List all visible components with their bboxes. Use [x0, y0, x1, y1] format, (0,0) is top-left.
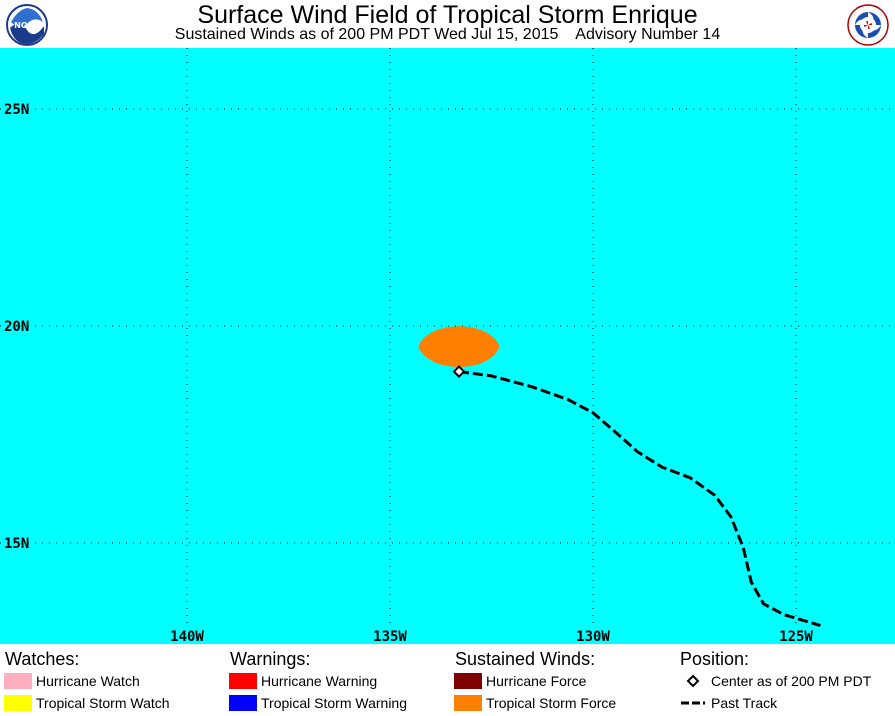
legend-label: Tropical Storm Warning: [261, 695, 408, 711]
lon-label: 135W: [373, 629, 407, 644]
tropical-storm-warning-swatch: [229, 695, 257, 711]
past-track-line: [458, 370, 821, 627]
storm-center-marker: [452, 365, 466, 378]
past-track-line-icon: [681, 701, 705, 705]
legend-label: Hurricane Force: [486, 673, 587, 689]
legend-label: Past Track: [711, 695, 778, 711]
legend-warnings: Warnings: Hurricane Warning Tropical Sto…: [225, 648, 450, 711]
page-title: Surface Wind Field of Tropical Storm Enr…: [197, 1, 698, 29]
page-subtitle: Sustained Winds as of 200 PM PDT Wed Jul…: [174, 26, 721, 43]
legend: Watches: Hurricane Watch Tropical Storm …: [0, 644, 895, 716]
noaa-logo-icon: NOAA: [6, 4, 48, 46]
tropical-storm-wind-field: [418, 326, 500, 367]
legend-warnings-heading: Warnings:: [230, 649, 311, 669]
legend-item-hurricane-warning: Hurricane Warning: [229, 672, 377, 690]
legend-item-past-track: Past Track: [679, 694, 777, 712]
hurricane-watch-swatch: [4, 673, 32, 689]
hurricane-warning-swatch: [229, 673, 257, 689]
legend-item-tropical-storm-warning: Tropical Storm Warning: [229, 694, 407, 712]
lat-label: 20N: [4, 319, 29, 335]
nws-logo-icon: [847, 4, 889, 46]
axis-labels: 140W 135W 130W 125W 25N 20N 15N: [4, 102, 813, 645]
lon-label: 125W: [779, 629, 813, 644]
legend-item-hurricane-watch: Hurricane Watch: [4, 672, 140, 690]
legend-position: Position: Center as of 200 PM PDT Past T…: [675, 648, 895, 711]
legend-label: Tropical Storm Force: [486, 695, 617, 711]
legend-label: Center as of 200 PM PDT: [711, 673, 872, 689]
storm-map: 140W 135W 130W 125W 25N 20N 15N: [0, 48, 895, 645]
legend-item-hurricane-force: Hurricane Force: [454, 672, 586, 690]
track-layer: [452, 365, 821, 627]
legend-item-tropical-storm-force: Tropical Storm Force: [454, 694, 616, 712]
legend-label: Hurricane Warning: [261, 673, 378, 689]
legend-sustained-winds: Sustained Winds: Hurricane Force Tropica…: [450, 648, 675, 711]
tropical-storm-watch-swatch: [4, 695, 32, 711]
legend-label: Hurricane Watch: [36, 673, 140, 689]
lat-label: 15N: [4, 536, 29, 552]
legend-position-heading: Position:: [680, 649, 750, 669]
lon-label: 130W: [576, 629, 610, 644]
lat-label: 25N: [4, 102, 29, 118]
map-canvas: 140W 135W 130W 125W 25N 20N 15N: [0, 48, 895, 645]
noaa-logo-text: NOAA: [14, 21, 40, 30]
legend-item-center: Center as of 200 PM PDT: [679, 672, 871, 690]
wind-field-layer: [418, 326, 500, 367]
legend-winds-heading: Sustained Winds:: [455, 649, 596, 669]
legend-item-tropical-storm-watch: Tropical Storm Watch: [4, 694, 170, 712]
lon-label: 140W: [170, 629, 204, 644]
legend-label: Tropical Storm Watch: [36, 695, 170, 711]
legend-watches-heading: Watches:: [5, 649, 80, 669]
tropical-storm-force-swatch: [454, 695, 482, 711]
legend-watches: Watches: Hurricane Watch Tropical Storm …: [0, 648, 225, 711]
center-diamond-icon: [686, 674, 700, 688]
header: NOAA Surface Wind Field of Tropical Stor…: [0, 0, 895, 48]
hurricane-force-swatch: [454, 673, 482, 689]
